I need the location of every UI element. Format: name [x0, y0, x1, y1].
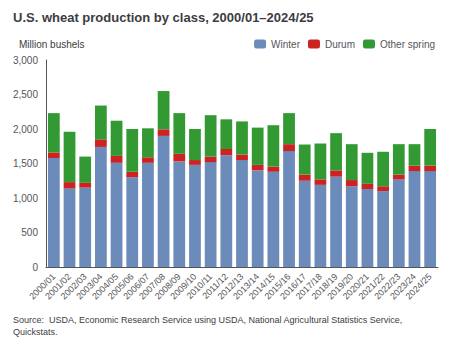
svg-text:500: 500	[21, 227, 38, 238]
svg-text:2016/17: 2016/17	[278, 271, 309, 302]
svg-text:2023/24: 2023/24	[388, 271, 418, 302]
svg-text:2002/03: 2002/03	[58, 271, 89, 302]
svg-text:2011/12: 2011/12	[200, 271, 230, 301]
svg-text:Winter: Winter	[271, 39, 301, 50]
svg-text:2007/08: 2007/08	[137, 271, 168, 302]
svg-text:2,000: 2,000	[13, 124, 38, 135]
svg-text:Other spring: Other spring	[380, 39, 435, 50]
svg-text:2015/16: 2015/16	[262, 271, 293, 302]
svg-text:2000/01: 2000/01	[27, 271, 58, 302]
svg-text:Durum: Durum	[325, 39, 355, 50]
svg-text:2001/02: 2001/02	[43, 271, 74, 302]
svg-text:2006/07: 2006/07	[121, 271, 152, 302]
svg-text:2021/22: 2021/22	[356, 271, 387, 302]
svg-text:2012/13: 2012/13	[215, 271, 246, 302]
svg-text:2017/18: 2017/18	[293, 271, 324, 302]
svg-text:2010/11: 2010/11	[184, 271, 215, 301]
svg-text:2008/09: 2008/09	[152, 271, 183, 302]
svg-text:Source: USDA, Economic Resear: Source: USDA, Economic Research Service …	[13, 315, 405, 325]
svg-text:2003/04: 2003/04	[74, 271, 105, 302]
svg-text:Million bushels: Million bushels	[19, 39, 85, 50]
svg-text:2024/25: 2024/25	[404, 271, 434, 301]
svg-text:Quickstats.: Quickstats.	[13, 327, 58, 337]
svg-text:1,000: 1,000	[13, 193, 38, 204]
svg-text:2018/19: 2018/19	[309, 271, 340, 302]
svg-text:2005/06: 2005/06	[105, 271, 136, 302]
svg-text:2004/05: 2004/05	[90, 271, 121, 302]
svg-text:2020/21: 2020/21	[340, 271, 371, 302]
svg-text:2009/10: 2009/10	[168, 271, 199, 302]
svg-text:2022/23: 2022/23	[372, 271, 403, 302]
svg-text:2,500: 2,500	[13, 89, 38, 100]
svg-text:2014/15: 2014/15	[246, 271, 277, 302]
svg-text:U.S. wheat production by class: U.S. wheat production by class, 2000/01–…	[13, 10, 314, 25]
svg-text:3,000: 3,000	[13, 55, 38, 66]
svg-text:0: 0	[32, 262, 38, 273]
svg-text:2013/14: 2013/14	[231, 271, 262, 302]
svg-text:2019/20: 2019/20	[325, 271, 356, 302]
svg-text:1,500: 1,500	[13, 158, 38, 169]
